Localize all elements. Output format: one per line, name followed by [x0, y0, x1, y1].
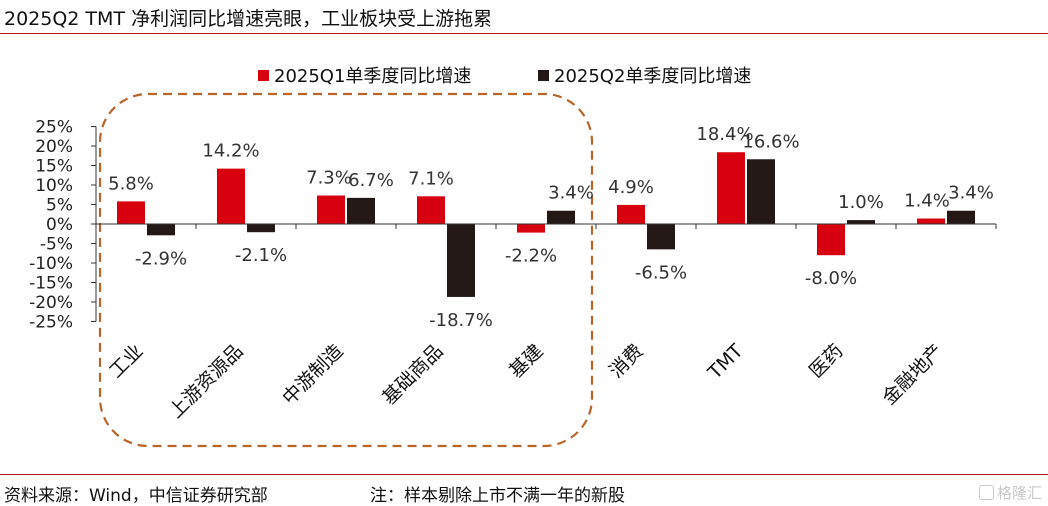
- legend-swatch: [538, 70, 549, 81]
- watermark-text: 格隆汇: [996, 484, 1042, 502]
- y-tick-label: -20%: [29, 293, 73, 313]
- x-category-label: 基建: [505, 340, 547, 382]
- y-tick-label: 15%: [35, 157, 73, 177]
- x-category-label: 基础商品: [378, 340, 447, 409]
- y-tick-label: -5%: [40, 235, 73, 255]
- x-category-label: 金融地产: [878, 340, 947, 409]
- data-label: 3.4%: [548, 183, 594, 204]
- bar-q2: [947, 210, 975, 224]
- bar-q1: [417, 196, 445, 224]
- title-divider: [0, 33, 1048, 34]
- data-label: -2.9%: [135, 248, 187, 269]
- data-label: 7.3%: [306, 168, 352, 189]
- data-labels: 5.8% 14.2% 7.3% 7.1% -2.2% 4.9% 18.4% -8.0% 1.4%…: [108, 124, 994, 331]
- legend-swatch: [258, 70, 269, 81]
- x-category-label: 医药: [805, 340, 847, 382]
- data-label: 1.0%: [838, 192, 884, 213]
- x-category-label: 消费: [605, 340, 647, 382]
- source-note: 资料来源：Wind，中信证券研究部: [4, 486, 268, 506]
- y-tick-label: -15%: [29, 274, 73, 294]
- y-tick-label: -10%: [29, 254, 73, 274]
- data-label: -2.1%: [235, 245, 287, 266]
- bar-q2: [147, 224, 175, 236]
- data-label: 18.4%: [696, 124, 753, 145]
- bar-q1: [117, 201, 145, 224]
- data-label: 3.4%: [948, 183, 994, 204]
- y-tick-label: 0%: [46, 215, 73, 235]
- x-category-label: TMT: [703, 340, 748, 385]
- bar-q2: [447, 224, 475, 297]
- bar-q1: [217, 168, 245, 224]
- data-label: 1.4%: [904, 191, 950, 212]
- watermark-logo-icon: [978, 485, 994, 500]
- chart-title: 2025Q2 TMT 净利润同比增速亮眼，工业板块受上游拖累: [4, 8, 493, 30]
- bar-q2: [247, 224, 275, 233]
- data-label: 6.7%: [348, 170, 394, 191]
- data-label: 5.8%: [108, 173, 154, 194]
- x-category-label: 上游资源品: [165, 340, 248, 423]
- bar-q2: [647, 224, 675, 250]
- y-tick-label: 5%: [46, 196, 73, 216]
- data-label: 7.1%: [408, 168, 454, 189]
- bar-q1: [517, 224, 545, 233]
- bar-q2: [547, 210, 575, 224]
- data-label: -8.0%: [805, 268, 857, 289]
- data-label: -6.5%: [635, 262, 687, 283]
- highlight-group-frame: [98, 92, 594, 448]
- x-category-label: 工业: [105, 340, 147, 382]
- sample-note: 注：样本剔除上市不满一年的新股: [370, 486, 625, 506]
- footer-divider: [0, 474, 1048, 475]
- y-axis: 25%20%15%10%5%0%-5%-10%-15%-20%-25%: [29, 118, 97, 333]
- bar-q1: [917, 218, 945, 224]
- data-label: 14.2%: [202, 141, 259, 162]
- bar-q1: [617, 204, 645, 224]
- bars: [117, 152, 975, 297]
- y-tick-label: 20%: [35, 137, 73, 157]
- bar-q2: [747, 159, 775, 224]
- bar-q1: [717, 152, 745, 224]
- bar-chart: 2025Q1单季度同比增速 2025Q2单季度同比增速 25%20%15%10%5…: [29, 66, 997, 448]
- y-tick-label: -25%: [29, 313, 73, 333]
- watermark: 格隆汇: [978, 482, 1042, 503]
- data-label: -18.7%: [429, 310, 493, 331]
- legend-label: 2025Q2单季度同比增速: [554, 66, 751, 87]
- x-category-label: 中游制造: [278, 340, 347, 409]
- bar-q2: [347, 197, 375, 224]
- data-label: -2.2%: [505, 246, 557, 267]
- bar-q1: [817, 224, 845, 256]
- legend: 2025Q1单季度同比增速 2025Q2单季度同比增速: [258, 66, 751, 87]
- data-label: 16.6%: [742, 131, 799, 152]
- bar-q2: [847, 220, 875, 224]
- legend-label: 2025Q1单季度同比增速: [274, 66, 471, 87]
- data-label: 4.9%: [608, 177, 654, 198]
- y-tick-label: 10%: [35, 176, 73, 196]
- bar-q1: [317, 195, 345, 224]
- y-tick-label: 25%: [35, 118, 73, 138]
